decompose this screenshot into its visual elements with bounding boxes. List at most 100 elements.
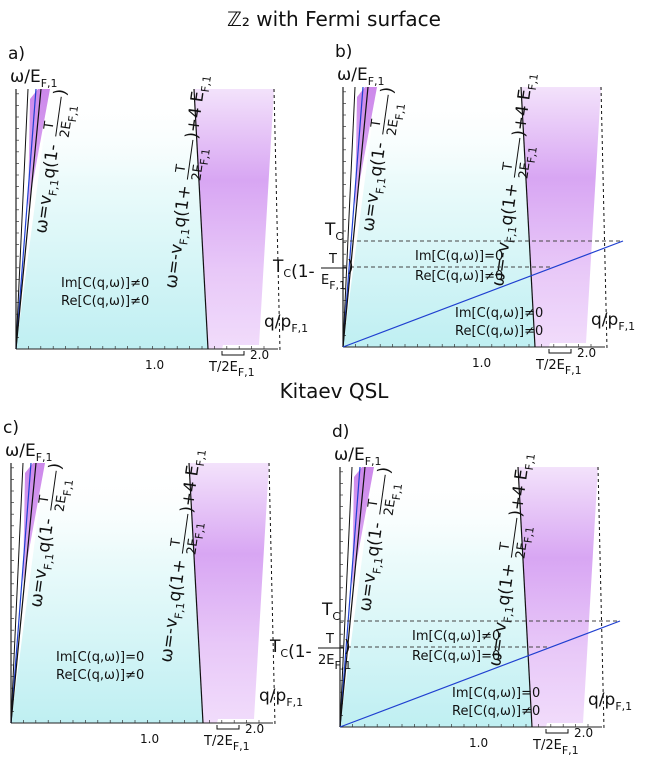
blue-line-steep <box>342 86 364 348</box>
lower-formula: ω=vF,1q(1- T 2EF,1) <box>26 462 76 609</box>
width-bracket <box>216 725 240 730</box>
dashed-boundary <box>597 466 605 730</box>
lower-formula-text: ω=vF,1q(1- <box>355 521 390 613</box>
width-label: T/2EF,1 <box>535 358 582 377</box>
region-re-label: Re[C(q,ω)]≠0 <box>455 324 543 339</box>
upper-formula: ω=-vF,1q(1+T 2EF,1)+4 EF,1 <box>485 453 538 668</box>
x-axis-label: q/pF,1 <box>264 312 308 335</box>
upper-frac-num: T <box>173 164 189 175</box>
upper-formula-text: ω=-vF,1q(1+ <box>488 182 525 288</box>
lower-formula-text: ω=vF,1q(1- <box>26 517 61 609</box>
width-bracket <box>545 729 569 734</box>
panel-d: 1.0 2.0T/2EF,1 q/pF,1 ω/EF,1 d) Im[C(q,ω)]=0 R… <box>269 422 632 757</box>
line-steep <box>342 86 356 348</box>
frac-bar <box>186 139 194 180</box>
upper-frac-num: T <box>168 538 184 549</box>
dashed-boundary <box>273 88 281 352</box>
width-bracket <box>221 351 245 356</box>
tc-frac-num: T <box>325 632 334 647</box>
upper-re-label: Re[C(q,ω)]=0 <box>412 649 500 664</box>
lower-frac-num: T <box>369 118 385 129</box>
tc-frac-den: 2EF,1 <box>318 653 351 672</box>
lower-boundary-line <box>15 88 42 350</box>
x-axis-label: q/pF,1 <box>259 686 303 709</box>
lower-frac-num: T <box>37 494 53 505</box>
region-im-label: Im[C(q,ω)]≠0 <box>455 306 543 321</box>
upper-formula: ω=-vF,1q(1+T 2EF,1)+4 EF,1 <box>156 449 209 664</box>
tc-expression-text: TC(1- <box>272 257 315 282</box>
lower-formula-text: ω=vF,1q(1- <box>358 141 393 233</box>
blue-line-steep <box>15 88 37 350</box>
upper-re-label: Re[C(q,ω)]≠0 <box>415 269 503 284</box>
continuum-region <box>521 87 601 347</box>
x-axis-label: q/pF,1 <box>588 690 632 713</box>
tick-label-1: 1.0 <box>469 736 488 750</box>
tc-label: TC <box>321 600 340 623</box>
frac-bar <box>50 470 57 511</box>
line-steep <box>339 466 353 728</box>
frac-bar <box>379 474 386 515</box>
tick-label-2: 2.0 <box>245 722 264 736</box>
upper-boundary-line <box>520 86 536 348</box>
width-label: T/2EF,1 <box>203 734 250 753</box>
upper-frac-den: 2EF,1 <box>189 147 212 183</box>
upper-frac-num: T <box>500 162 516 173</box>
panel-a: 1.0 2.0T/2EF,1 q/pF,1 ω/EF,1 a) Im[C(q,ω)]≠0 R… <box>8 44 308 379</box>
lower-frac-den: 2EF,1 <box>382 482 405 518</box>
lower-frac-den: 2EF,1 <box>58 104 81 140</box>
frac-bar <box>510 517 518 558</box>
lower-formula-close: ) <box>50 88 71 97</box>
y-axis-label: ω/EF,1 <box>334 445 382 468</box>
lower-formula-close: ) <box>374 466 395 475</box>
cyan-region <box>16 89 208 349</box>
y-axis-label: ω/EF,1 <box>337 65 385 88</box>
width-bracket <box>548 349 572 354</box>
panel-label: d) <box>332 422 349 442</box>
frac-bar <box>181 513 189 554</box>
cyan-region <box>343 87 535 347</box>
region-re-label: Re[C(q,ω)]≠0 <box>61 294 149 309</box>
lower-boundary-line <box>10 462 37 724</box>
tc-expression-close: ) <box>344 637 351 657</box>
lower-frac-den: 2EF,1 <box>53 478 76 514</box>
section-title-z2: ℤ₂ with Fermi surface <box>227 7 441 31</box>
lower-formula: ω=vF,1q(1- T 2EF,1) <box>358 86 408 233</box>
tc-expression-text: TC(1- <box>269 637 312 662</box>
upper-frac-num: T <box>497 542 513 553</box>
tick-label-1: 1.0 <box>472 356 491 370</box>
tc-frac-den: EF,1 <box>321 273 346 292</box>
lower-boundary-line <box>342 86 369 348</box>
section-title-kitaev: Kitaev QSL <box>280 379 390 403</box>
lower-formula-close: ) <box>45 462 66 471</box>
tick-label-2: 2.0 <box>250 348 269 362</box>
tc-expression: TC(1- T 2EF,1) <box>269 632 351 672</box>
y-axis-label: ω/EF,1 <box>5 441 53 464</box>
panel-c: 1.0 2.0T/2EF,1 q/pF,1 ω/EF,1 c) Im[C(q,ω)]=0 R… <box>3 418 303 753</box>
region-re-label: Re[C(q,ω)]≠0 <box>452 704 540 719</box>
panel-label: a) <box>8 44 25 64</box>
dashed-boundary <box>600 86 608 350</box>
upper-formula-text: ω=-vF,1q(1+ <box>485 562 522 668</box>
lower-formula-close: ) <box>377 86 398 95</box>
lower-boundary-line <box>339 466 366 728</box>
continuum-region <box>194 89 274 349</box>
upper-boundary-line <box>517 466 533 728</box>
panel-b: 1.0 2.0T/2EF,1 q/pF,1 ω/EF,1 b) Im[C(q,ω)]≠0 R… <box>272 42 635 377</box>
tc-expression: TC(1- T EF,1) <box>272 252 354 292</box>
tick-label-1: 1.0 <box>145 358 164 372</box>
lower-frac-num: T <box>42 120 58 131</box>
tc-expression-close: ) <box>347 257 354 277</box>
upper-boundary-line <box>188 462 204 724</box>
width-label: T/2EF,1 <box>208 360 255 379</box>
y-axis-label: ω/EF,1 <box>10 67 58 90</box>
continuum-region <box>189 463 269 723</box>
cyan-region <box>11 463 203 723</box>
upper-formula-text: ω=-vF,1q(1+ <box>156 558 193 664</box>
region-re-label: Re[C(q,ω)]≠0 <box>56 668 144 683</box>
upper-im-label: Im[C(q,ω)]≠0 <box>412 629 500 644</box>
blue-gap-line <box>339 620 621 728</box>
upper-frac-den: 2EF,1 <box>513 525 536 561</box>
cyan-region <box>340 467 532 727</box>
region-im-label: Im[C(q,ω)]=0 <box>56 650 144 665</box>
tick-label-1: 1.0 <box>140 732 159 746</box>
